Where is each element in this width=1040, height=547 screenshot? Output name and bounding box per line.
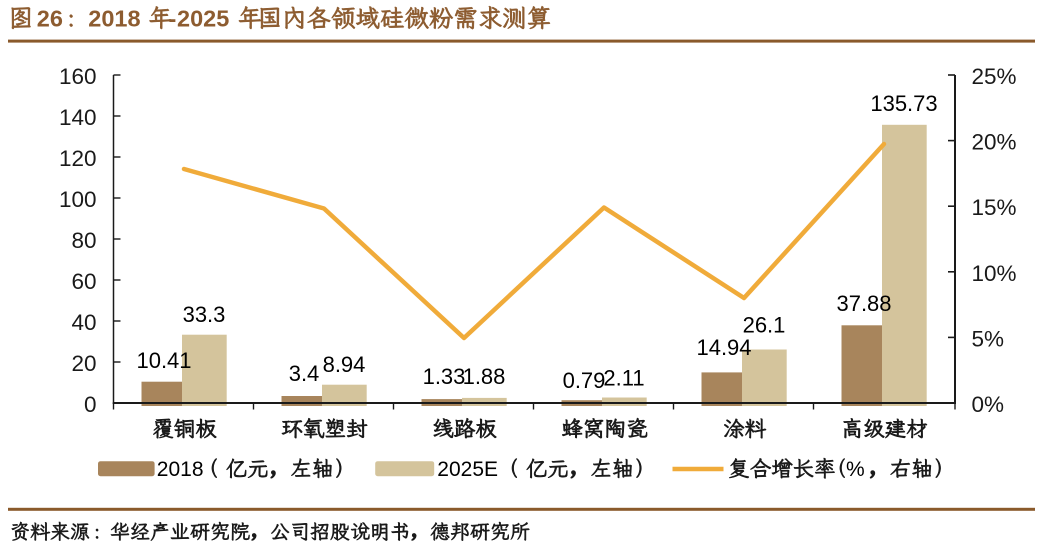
svg-text:0.79: 0.79 — [563, 368, 606, 393]
svg-text:2018: 2018 — [88, 6, 140, 32]
svg-text:-: - — [169, 6, 177, 32]
svg-text:80: 80 — [71, 228, 96, 253]
svg-text:26.1: 26.1 — [743, 313, 786, 338]
svg-text:%: % — [846, 458, 865, 481]
svg-text:1.33: 1.33 — [423, 364, 466, 389]
svg-text:1.88: 1.88 — [463, 364, 506, 389]
svg-text:15%: 15% — [972, 195, 1017, 220]
svg-text:10%: 10% — [972, 261, 1017, 286]
svg-text:140: 140 — [59, 105, 97, 130]
svg-text:135.73: 135.73 — [870, 91, 937, 116]
svg-text:160: 160 — [59, 64, 97, 89]
svg-text:0: 0 — [84, 392, 97, 417]
svg-text:2025E: 2025E — [437, 458, 498, 481]
svg-text:60: 60 — [71, 269, 96, 294]
svg-text:10.41: 10.41 — [136, 348, 191, 373]
svg-text:2025: 2025 — [177, 6, 229, 32]
svg-text:5%: 5% — [972, 326, 1005, 351]
svg-text:25%: 25% — [972, 64, 1017, 89]
svg-text:100: 100 — [59, 187, 97, 212]
svg-text:20: 20 — [71, 351, 96, 376]
svg-text:3.4: 3.4 — [289, 361, 320, 386]
svg-text:26: 26 — [37, 6, 63, 32]
svg-text:8.94: 8.94 — [323, 352, 366, 377]
svg-text:37.88: 37.88 — [836, 291, 891, 316]
svg-text:120: 120 — [59, 146, 97, 171]
svg-text:14.94: 14.94 — [696, 335, 751, 360]
svg-text:20%: 20% — [972, 130, 1017, 155]
svg-text:2.11: 2.11 — [603, 366, 644, 391]
svg-text:40: 40 — [71, 310, 96, 335]
svg-text:2018: 2018 — [157, 458, 204, 481]
svg-text:33.3: 33.3 — [183, 302, 226, 327]
svg-text:0%: 0% — [972, 392, 1005, 417]
